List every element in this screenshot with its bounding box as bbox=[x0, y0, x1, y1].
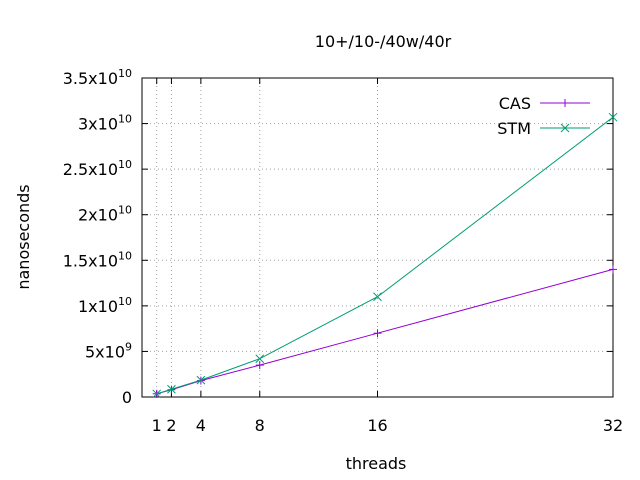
y-axis-label: nanoseconds bbox=[14, 184, 33, 289]
series-cas bbox=[152, 265, 617, 398]
grid-lines bbox=[142, 78, 613, 397]
legend-entry-stm: STM bbox=[497, 119, 590, 138]
legend-entry-cas: CAS bbox=[499, 94, 590, 113]
cross-marker-b bbox=[255, 354, 265, 364]
chart-title: 10+/10-/40w/40r bbox=[315, 32, 452, 51]
cross-marker-b bbox=[373, 292, 382, 302]
legend: CAS STM bbox=[497, 94, 590, 138]
x-tick-label: 1 bbox=[152, 416, 162, 435]
y-tick-label: 3x1010 bbox=[78, 113, 132, 134]
data-point bbox=[167, 384, 176, 394]
cross-marker-b bbox=[560, 123, 570, 133]
series-stm bbox=[152, 112, 618, 399]
cross-marker-b bbox=[608, 112, 618, 122]
y-tick-label: 0 bbox=[122, 388, 132, 407]
data-point bbox=[196, 375, 206, 385]
y-tick-label: 1.5x1010 bbox=[63, 249, 132, 270]
data-point bbox=[373, 329, 382, 338]
x-tick-label: 2 bbox=[166, 416, 176, 435]
data-point bbox=[255, 361, 264, 370]
data-point bbox=[608, 112, 618, 122]
tick-marks: 1 2 4 8 16 32 0 5x109 1x1010 1.5x1010 2x1010 2.5x10… bbox=[63, 67, 623, 435]
series-line bbox=[156, 116, 614, 395]
x-tick-label: 32 bbox=[603, 416, 623, 435]
legend-label: CAS bbox=[499, 94, 531, 113]
x-tick-label: 8 bbox=[255, 416, 265, 435]
plot-border bbox=[141, 77, 614, 398]
y-tick-label: 3.5x1010 bbox=[63, 67, 132, 88]
cross-marker-b bbox=[196, 375, 206, 385]
data-point bbox=[255, 354, 265, 364]
data-point bbox=[609, 265, 617, 274]
y-tick-label: 2x1010 bbox=[78, 204, 132, 225]
x-axis-label: threads bbox=[346, 454, 407, 473]
legend-label: STM bbox=[497, 119, 531, 138]
series-line bbox=[156, 268, 614, 395]
x-tick-label: 16 bbox=[367, 416, 387, 435]
axes bbox=[141, 77, 614, 398]
cross-marker-b bbox=[152, 389, 162, 399]
data-point bbox=[373, 292, 382, 302]
cross-marker-b bbox=[167, 384, 176, 394]
y-tick-label: 5x109 bbox=[85, 340, 132, 361]
y-tick-label: 2.5x1010 bbox=[63, 158, 132, 179]
data-point bbox=[152, 389, 162, 399]
x-tick-label: 4 bbox=[196, 416, 206, 435]
data-series bbox=[152, 112, 618, 399]
y-tick-label: 1x1010 bbox=[78, 295, 132, 316]
